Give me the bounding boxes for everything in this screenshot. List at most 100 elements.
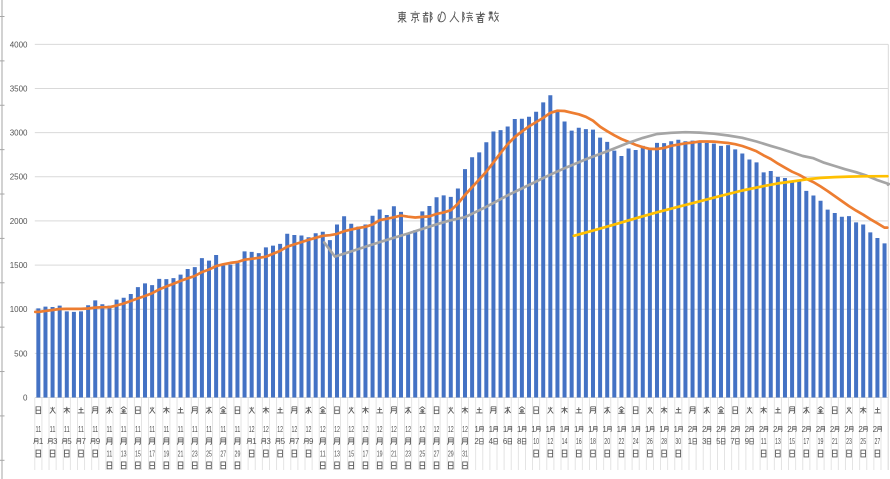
svg-text:9: 9 [309, 437, 314, 446]
svg-text:18: 18 [590, 437, 596, 446]
svg-text:25: 25 [419, 449, 425, 458]
svg-text:3: 3 [702, 437, 707, 446]
svg-text:1: 1 [252, 437, 257, 446]
svg-text:1: 1 [602, 425, 607, 434]
svg-text:29: 29 [235, 449, 241, 458]
svg-text:21: 21 [832, 437, 838, 446]
svg-text:1: 1 [503, 425, 508, 434]
svg-text:7: 7 [730, 437, 735, 446]
svg-text:27: 27 [875, 437, 881, 446]
svg-text:1: 1 [474, 425, 479, 434]
svg-text:17: 17 [149, 449, 155, 458]
svg-text:1: 1 [546, 425, 551, 434]
svg-text:1: 1 [645, 425, 650, 434]
svg-text:7: 7 [81, 437, 86, 446]
svg-text:25: 25 [206, 449, 212, 458]
svg-text:21: 21 [391, 449, 397, 458]
svg-text:1: 1 [39, 437, 44, 446]
svg-text:27: 27 [220, 449, 226, 458]
svg-text:2: 2 [873, 425, 878, 434]
svg-text:12: 12 [377, 425, 383, 434]
svg-text:12: 12 [462, 425, 468, 434]
svg-text:27: 27 [434, 449, 440, 458]
svg-text:21: 21 [178, 449, 184, 458]
svg-text:1: 1 [617, 425, 622, 434]
svg-text:2: 2 [474, 437, 479, 446]
svg-text:1: 1 [688, 437, 693, 446]
svg-text:2: 2 [830, 425, 835, 434]
svg-text:23: 23 [405, 449, 411, 458]
svg-text:11: 11 [178, 425, 184, 434]
svg-text:6: 6 [503, 437, 508, 446]
svg-text:1: 1 [659, 425, 664, 434]
svg-text:2: 2 [688, 425, 693, 434]
svg-text:2: 2 [745, 425, 750, 434]
svg-text:13: 13 [775, 437, 781, 446]
svg-text:11: 11 [220, 425, 226, 434]
svg-text:25: 25 [860, 437, 866, 446]
svg-text:10: 10 [533, 437, 539, 446]
svg-text:13: 13 [121, 449, 127, 458]
svg-text:17: 17 [363, 449, 369, 458]
svg-text:2: 2 [801, 425, 806, 434]
svg-text:1: 1 [588, 425, 593, 434]
svg-text:0: 0 [23, 393, 28, 402]
svg-text:12: 12 [363, 425, 369, 434]
svg-text:19: 19 [377, 449, 383, 458]
svg-text:12: 12 [263, 425, 269, 434]
svg-text:12: 12 [334, 425, 340, 434]
svg-text:12: 12 [348, 425, 354, 434]
svg-text:12: 12 [434, 425, 440, 434]
svg-text:9: 9 [745, 437, 750, 446]
svg-text:8: 8 [517, 437, 522, 446]
svg-text:500: 500 [14, 349, 28, 358]
svg-text:11: 11 [35, 425, 41, 434]
svg-text:2500: 2500 [10, 173, 28, 182]
svg-text:19: 19 [163, 449, 169, 458]
svg-text:29: 29 [448, 449, 454, 458]
svg-text:11: 11 [107, 425, 113, 434]
svg-text:2: 2 [716, 425, 721, 434]
svg-text:2: 2 [730, 425, 735, 434]
svg-text:12: 12 [405, 425, 411, 434]
svg-text:1: 1 [489, 425, 494, 434]
svg-text:12: 12 [249, 425, 255, 434]
svg-text:11: 11 [78, 425, 84, 434]
svg-text:2: 2 [844, 425, 849, 434]
svg-text:1: 1 [531, 425, 536, 434]
svg-text:11: 11 [320, 449, 326, 458]
svg-text:12: 12 [547, 437, 553, 446]
svg-text:1: 1 [631, 425, 636, 434]
svg-text:2: 2 [816, 425, 821, 434]
svg-text:2: 2 [787, 425, 792, 434]
svg-text:12: 12 [277, 425, 283, 434]
svg-text:11: 11 [235, 425, 241, 434]
svg-text:15: 15 [348, 449, 354, 458]
svg-text:11: 11 [107, 449, 113, 458]
svg-text:9: 9 [96, 437, 101, 446]
svg-text:3500: 3500 [10, 84, 28, 93]
svg-text:3: 3 [266, 437, 271, 446]
svg-text:11: 11 [121, 425, 127, 434]
svg-text:11: 11 [92, 425, 98, 434]
svg-text:31: 31 [462, 449, 468, 458]
svg-text:23: 23 [846, 437, 852, 446]
svg-text:11: 11 [192, 425, 198, 434]
svg-text:19: 19 [818, 437, 824, 446]
svg-text:5: 5 [716, 437, 721, 446]
svg-text:2: 2 [773, 425, 778, 434]
svg-text:2: 2 [759, 425, 764, 434]
svg-text:12: 12 [320, 425, 326, 434]
svg-text:11: 11 [163, 425, 169, 434]
svg-text:12: 12 [391, 425, 397, 434]
svg-text:2: 2 [858, 425, 863, 434]
svg-text:5: 5 [67, 437, 72, 446]
svg-text:12: 12 [291, 425, 297, 434]
svg-text:20: 20 [604, 437, 610, 446]
svg-text:12: 12 [419, 425, 425, 434]
svg-text:11: 11 [50, 425, 56, 434]
svg-text:11: 11 [149, 425, 155, 434]
svg-text:15: 15 [789, 437, 795, 446]
svg-text:1: 1 [517, 425, 522, 434]
svg-text:22: 22 [619, 437, 625, 446]
